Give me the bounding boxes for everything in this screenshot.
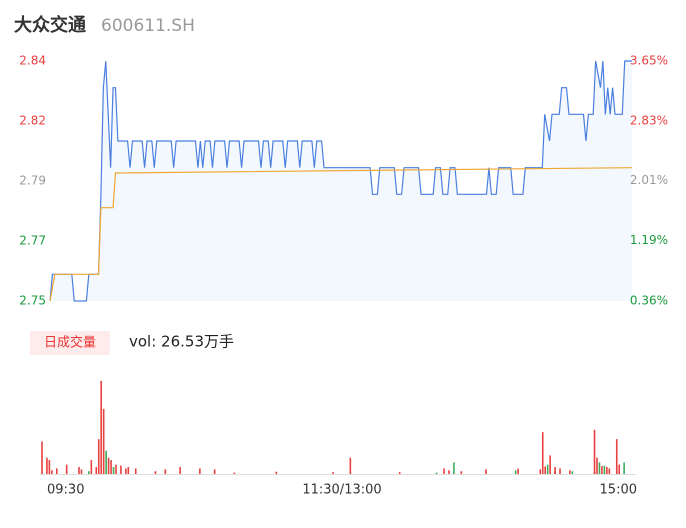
volume-bar bbox=[596, 457, 598, 474]
volume-bar bbox=[48, 460, 51, 474]
volume-tag-bg bbox=[30, 331, 110, 355]
volume-bar bbox=[134, 468, 137, 474]
volume-bar bbox=[107, 457, 110, 474]
y2-tick-label: 1.19% bbox=[630, 233, 668, 247]
volume-bar bbox=[549, 455, 551, 474]
price-area bbox=[50, 61, 632, 301]
volume-tag: 日成交量 bbox=[44, 335, 96, 351]
volume-bar bbox=[125, 468, 127, 474]
volume-bar bbox=[623, 462, 625, 474]
volume-bar bbox=[332, 472, 334, 474]
volume-bar bbox=[541, 432, 544, 474]
volume-bar bbox=[100, 381, 102, 474]
y-tick-label: 2.77 bbox=[19, 234, 46, 248]
y2-tick-label: 0.36% bbox=[630, 294, 668, 308]
x-tick-label: 09:30 bbox=[47, 483, 84, 498]
volume-bar bbox=[46, 457, 48, 474]
volume-bar bbox=[90, 460, 93, 474]
volume-summary: vol: 26.53万手 bbox=[129, 333, 234, 351]
volume-bar bbox=[598, 462, 601, 474]
volume-bar bbox=[275, 471, 278, 474]
volume-bar bbox=[606, 467, 608, 474]
volume-bar bbox=[120, 465, 122, 474]
volume-bar bbox=[105, 450, 107, 474]
y2-tick-label: 2.01% bbox=[630, 173, 668, 187]
volume-bar bbox=[78, 467, 80, 474]
volume-bar bbox=[56, 468, 58, 474]
volume-bar bbox=[608, 468, 611, 474]
volume-bar bbox=[112, 467, 115, 474]
volume-bar bbox=[179, 467, 181, 474]
y-tick-label: 2.82 bbox=[19, 114, 46, 128]
volume-bar bbox=[97, 439, 100, 474]
volume-bar bbox=[51, 470, 53, 474]
line-series bbox=[49, 167, 633, 302]
x-tick-label: 11:30/13:00 bbox=[302, 483, 381, 498]
x-tick-label: 15:00 bbox=[600, 483, 637, 498]
y2-tick-label: 2.83% bbox=[630, 113, 668, 127]
volume-bar bbox=[460, 471, 463, 474]
volume-bar bbox=[80, 469, 83, 474]
volume-bar bbox=[603, 465, 606, 474]
y2-tick-label: 3.65% bbox=[630, 54, 668, 68]
volume-bar bbox=[569, 470, 571, 474]
volume-bar bbox=[164, 469, 167, 474]
volume-bar bbox=[571, 471, 574, 474]
volume-bar bbox=[233, 472, 236, 474]
volume-bar bbox=[514, 470, 517, 474]
volume-bar bbox=[41, 441, 43, 474]
volume-bar bbox=[65, 464, 68, 474]
volume-bar bbox=[127, 467, 130, 474]
volume-bar bbox=[544, 466, 546, 474]
volume-bar bbox=[398, 472, 401, 474]
volume-bar bbox=[110, 460, 112, 474]
y-tick-label: 2.84 bbox=[19, 54, 46, 68]
y-tick-label: 2.75 bbox=[19, 294, 46, 308]
volume-bar bbox=[559, 468, 561, 474]
y-tick-label: 2.79 bbox=[19, 174, 46, 188]
volume-bar bbox=[593, 429, 596, 474]
volume-bar bbox=[88, 471, 90, 474]
volume-bar bbox=[554, 467, 556, 474]
volume-bar bbox=[546, 464, 549, 474]
volume-bar bbox=[154, 471, 157, 474]
volume-bar bbox=[485, 469, 487, 474]
volume-bar bbox=[213, 469, 216, 474]
line-series bbox=[49, 60, 632, 302]
volume-bar bbox=[95, 467, 98, 474]
volume-bar bbox=[199, 468, 201, 474]
volume-bar bbox=[453, 462, 455, 474]
volume-bar bbox=[601, 466, 603, 474]
stock-name: 大众交通 bbox=[14, 14, 86, 36]
volume-bar bbox=[618, 464, 620, 474]
volume-bar bbox=[517, 468, 519, 474]
volume-bar bbox=[539, 469, 542, 474]
volume-bar bbox=[443, 468, 445, 474]
volume-bar bbox=[448, 470, 450, 474]
volume-bar bbox=[102, 408, 105, 474]
volume-bar bbox=[349, 457, 352, 474]
volume-bar bbox=[435, 472, 438, 474]
stock-code: 600611.SH bbox=[101, 16, 195, 36]
volume-bar bbox=[615, 439, 618, 474]
volume-bar bbox=[115, 464, 117, 474]
